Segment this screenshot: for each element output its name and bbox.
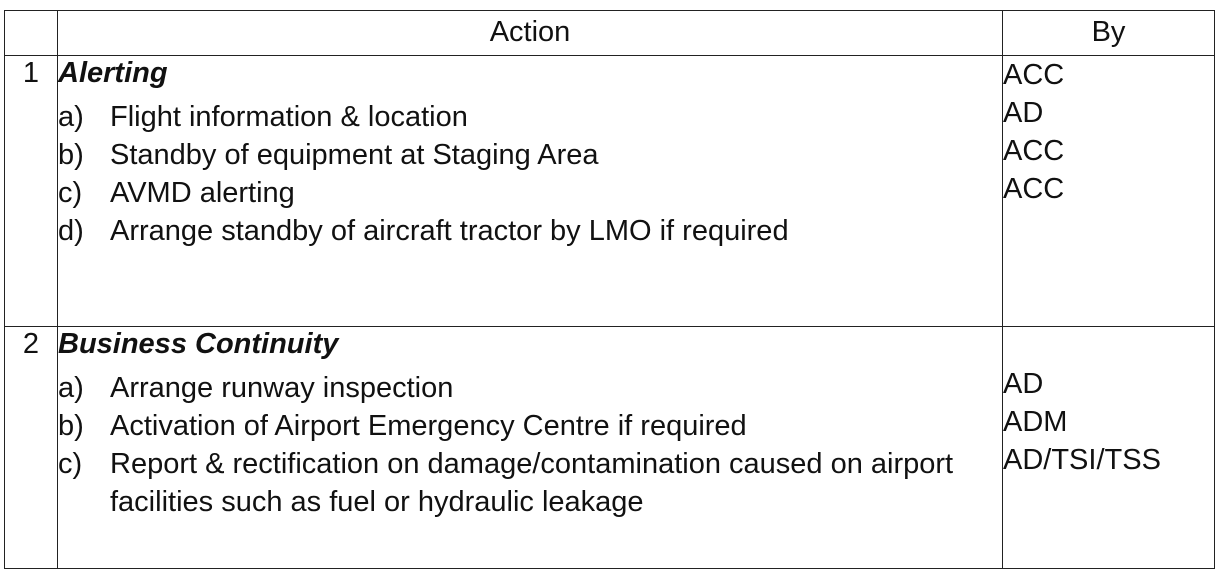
responsible-party: ACC: [1003, 173, 1065, 205]
list-item: a) Flight information & location: [58, 98, 1002, 136]
list-item: b) Standby of equipment at Staging Area: [58, 136, 1002, 174]
item-label: a): [58, 101, 84, 133]
section-title: Alerting: [58, 57, 168, 89]
responsible-party: AD/TSI/TSS: [1003, 444, 1161, 476]
list-item: b) Activation of Airport Emergency Centr…: [58, 407, 1002, 445]
by-cell: ACC AD ACC ACC: [1002, 55, 1215, 327]
action-cell: Business Continuity a) Arrange runway in…: [57, 326, 1003, 569]
responsible-party: ADM: [1003, 406, 1068, 438]
list-item: a) Arrange runway inspection: [58, 369, 1002, 407]
row-number: 2: [4, 326, 58, 569]
item-label: c): [58, 448, 83, 480]
list-item: d) Arrange standby of aircraft tractor b…: [58, 212, 1002, 250]
item-text: Arrange standby of aircraft tractor by L…: [110, 215, 789, 247]
item-label: d): [58, 215, 84, 247]
list-item: c) Report & rectification on damage/cont…: [58, 445, 1002, 521]
list-item: c) AVMD alerting: [58, 174, 1002, 212]
table-row: 2 Business Continuity a) Arrange runway …: [4, 326, 1215, 569]
item-text: Report & rectification on damage/contami…: [110, 448, 954, 518]
item-label: b): [58, 410, 84, 442]
by-cell: AD ADM AD/TSI/TSS: [1002, 326, 1215, 569]
header-number-cell: [4, 10, 58, 56]
item-text: Arrange runway inspection: [110, 372, 454, 404]
item-label: a): [58, 372, 84, 404]
header-action-cell: Action: [57, 10, 1003, 56]
header-by-cell: By: [1002, 10, 1215, 56]
item-text: Flight information & location: [110, 101, 468, 133]
item-text: Standby of equipment at Staging Area: [110, 139, 599, 171]
responsible-party: ACC: [1003, 59, 1065, 91]
item-text: AVMD alerting: [110, 177, 295, 209]
responsible-party: AD: [1003, 97, 1044, 129]
action-table: Action By 1 Alerting a) Flight informati…: [4, 10, 1215, 569]
responsible-party: AD: [1003, 368, 1044, 400]
table-row: 1 Alerting a) Flight information & locat…: [4, 55, 1215, 327]
item-text: Activation of Airport Emergency Centre i…: [110, 410, 747, 442]
table-header-row: Action By: [4, 10, 1215, 56]
action-cell: Alerting a) Flight information & locatio…: [57, 55, 1003, 327]
item-label: c): [58, 177, 83, 209]
item-label: b): [58, 139, 84, 171]
section-title: Business Continuity: [58, 328, 339, 360]
responsible-party: ACC: [1003, 135, 1065, 167]
row-number: 1: [4, 55, 58, 327]
